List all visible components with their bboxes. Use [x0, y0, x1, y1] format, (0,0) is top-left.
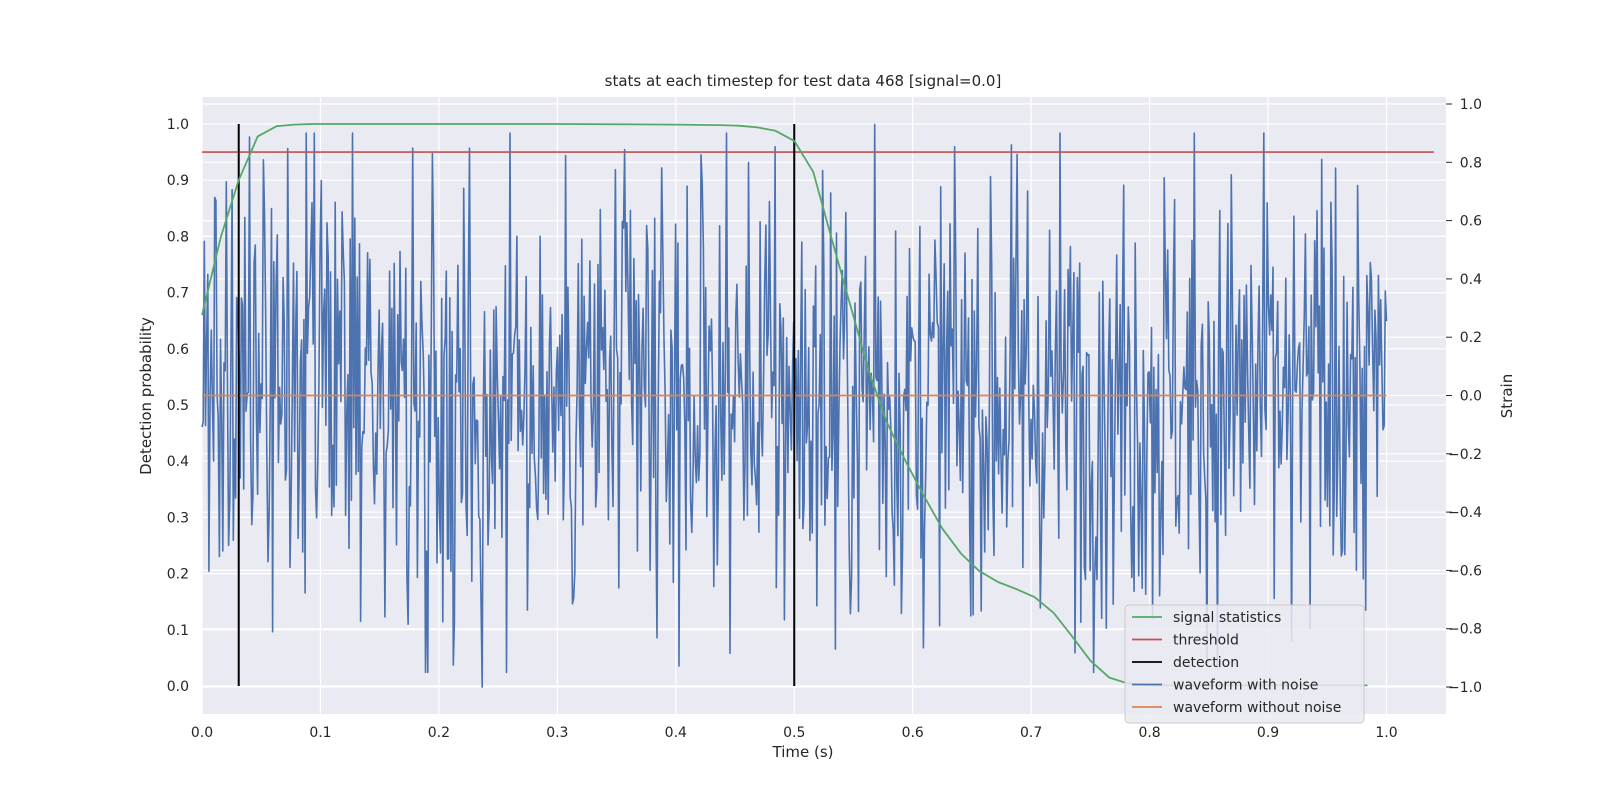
y-right-tick-label: −0.4	[1448, 505, 1482, 521]
x-tick-label: 1.0	[1375, 725, 1397, 741]
x-axis: 0.0 0.1 0.2 0.3 0.4 0.5 0.6 0.7 0.8 0.9 1.0	[191, 725, 1398, 741]
y-left-tick-label: 0.9	[167, 173, 189, 189]
x-tick-label: 0.8	[1138, 725, 1160, 741]
y-left-tick-label: 0.2	[167, 567, 189, 583]
x-tick-label: 0.1	[309, 725, 331, 741]
y-left-tick-label: 0.1	[167, 623, 189, 639]
y-axis-left: 0.0 0.1 0.2 0.3 0.4 0.5 0.6 0.7 0.8 0.9 1.0	[167, 117, 189, 695]
y-right-tick-label: −1.0	[1448, 680, 1482, 696]
legend-label: threshold	[1173, 633, 1239, 649]
y-left-tick-label: 0.8	[167, 229, 189, 245]
legend-box	[1124, 604, 1365, 724]
chart-title: stats at each timestep for test data 468…	[605, 72, 1002, 90]
x-tick-label: 0.4	[665, 725, 687, 741]
y-axis-right-label: Strain	[1498, 374, 1516, 418]
y-right-tick-label: 0.4	[1460, 272, 1482, 288]
y-left-tick-label: 0.5	[167, 398, 189, 414]
x-tick-label: 0.0	[191, 725, 213, 741]
x-tick-label: 0.5	[783, 725, 805, 741]
legend-label: waveform without noise	[1173, 700, 1341, 716]
y-right-tick-label: 0.8	[1460, 155, 1482, 171]
y-right-tick-label: 0.6	[1460, 214, 1482, 230]
x-tick-label: 0.9	[1257, 725, 1279, 741]
y-right-tick-label: 1.0	[1460, 97, 1482, 113]
y-left-tick-label: 0.7	[167, 286, 189, 302]
x-tick-label: 0.3	[546, 725, 568, 741]
y-left-tick-label: 0.6	[167, 342, 189, 358]
legend-label: detection	[1173, 655, 1239, 671]
legend: signal statistics threshold detection wavef…	[1124, 604, 1365, 724]
y-right-tick-label: 0.0	[1460, 389, 1482, 405]
y-axis-right: −1.0 −0.8 −0.6 −0.4 −0.2 0.0 0.2 0.4 0.6 0.8 1.0	[1446, 97, 1482, 696]
y-left-tick-label: 0.0	[167, 679, 189, 695]
legend-label: signal statistics	[1173, 610, 1281, 626]
series-layer	[201, 123, 1434, 688]
y-right-tick-label: −0.6	[1448, 563, 1482, 579]
y-left-tick-label: 0.3	[167, 510, 189, 526]
y-left-tick-label: 0.4	[167, 454, 189, 470]
y-right-tick-label: −0.2	[1448, 447, 1482, 463]
x-tick-label: 0.6	[902, 725, 924, 741]
y-left-tick-label: 1.0	[167, 117, 189, 133]
y-right-tick-label: −0.8	[1448, 622, 1482, 638]
x-axis-label: Time (s)	[772, 743, 834, 761]
y-axis-left-label: Detection probability	[137, 317, 155, 475]
x-tick-label: 0.2	[428, 725, 450, 741]
y-right-tick-label: 0.2	[1460, 330, 1482, 346]
legend-label: waveform with noise	[1173, 678, 1318, 694]
x-tick-label: 0.7	[1020, 725, 1042, 741]
